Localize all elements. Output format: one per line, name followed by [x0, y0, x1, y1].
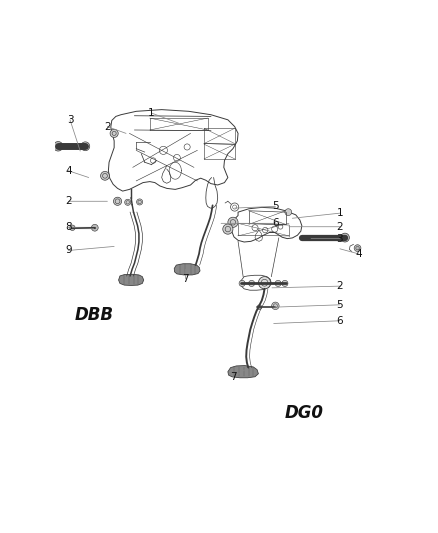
Circle shape	[223, 224, 233, 234]
Polygon shape	[119, 274, 144, 286]
Circle shape	[249, 280, 254, 286]
Text: 4: 4	[65, 166, 72, 176]
Text: DG0: DG0	[285, 405, 324, 423]
Circle shape	[275, 280, 281, 286]
Text: 3: 3	[67, 115, 73, 125]
Text: 1: 1	[336, 208, 343, 218]
Text: 7: 7	[230, 372, 236, 382]
Text: 1: 1	[148, 108, 155, 118]
Circle shape	[101, 172, 110, 180]
Circle shape	[70, 225, 75, 230]
Circle shape	[354, 245, 361, 252]
Circle shape	[272, 302, 279, 310]
Circle shape	[113, 197, 122, 205]
Circle shape	[228, 217, 238, 228]
Text: 6: 6	[272, 219, 279, 228]
Text: 5: 5	[272, 201, 279, 212]
Circle shape	[92, 224, 98, 231]
Circle shape	[258, 277, 271, 289]
Text: 4: 4	[355, 249, 362, 259]
Circle shape	[282, 280, 288, 286]
Circle shape	[239, 280, 245, 286]
Text: DBB: DBB	[74, 306, 113, 324]
Text: 2: 2	[336, 222, 343, 232]
Polygon shape	[228, 366, 258, 378]
Text: 6: 6	[336, 316, 343, 326]
Text: 2: 2	[336, 281, 343, 291]
Circle shape	[125, 199, 131, 205]
Circle shape	[110, 130, 118, 138]
Text: 8: 8	[65, 222, 72, 232]
Polygon shape	[174, 264, 200, 275]
Circle shape	[341, 233, 350, 242]
Text: 5: 5	[336, 300, 343, 310]
Text: 3: 3	[336, 233, 343, 244]
Text: 2: 2	[65, 196, 72, 206]
Circle shape	[81, 142, 90, 151]
Text: 7: 7	[182, 273, 189, 284]
Text: 2: 2	[104, 122, 111, 132]
Circle shape	[53, 142, 63, 151]
Text: 9: 9	[65, 246, 72, 255]
Circle shape	[257, 305, 262, 310]
Circle shape	[137, 199, 143, 205]
Circle shape	[285, 209, 292, 215]
